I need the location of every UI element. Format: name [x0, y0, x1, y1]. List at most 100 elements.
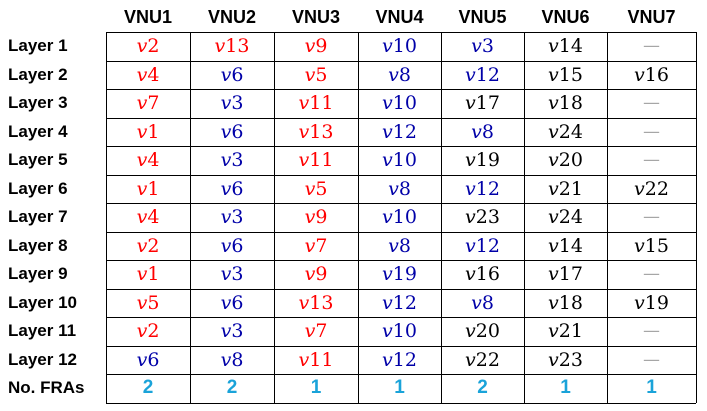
- table-cell: v12: [358, 289, 441, 318]
- variable-index: 8: [398, 234, 411, 257]
- variable-symbol: v: [382, 320, 393, 342]
- grid-line-horizontal: [106, 174, 696, 176]
- table-cell: v6: [190, 175, 274, 204]
- table-cell: v14: [524, 232, 607, 261]
- variable-symbol: v: [304, 320, 316, 342]
- variable-symbol: v: [298, 92, 310, 114]
- grid-line-horizontal: [106, 231, 696, 233]
- variable-index: 13: [309, 291, 334, 314]
- table-cell: v2: [106, 317, 190, 346]
- variable-index: 6: [231, 234, 244, 257]
- variable-index: 11: [309, 92, 334, 114]
- variable-index: 20: [558, 149, 583, 171]
- variable-symbol: v: [214, 35, 226, 57]
- column-header-vnu2: VNU2: [207, 7, 256, 27]
- table-cell: v19: [441, 146, 524, 175]
- variable-index: 12: [392, 291, 417, 314]
- variable-symbol: v: [298, 120, 310, 143]
- variable-index: 6: [231, 120, 244, 143]
- grid-line-vertical: [274, 32, 275, 403]
- row-label: Layer 4: [8, 121, 68, 141]
- table-cell: v10: [358, 89, 441, 118]
- table-cell: v17: [524, 260, 607, 289]
- column-header-vnu4: VNU4: [375, 7, 424, 27]
- table-cell: —: [607, 146, 696, 175]
- row-label: Layer 2: [8, 64, 68, 84]
- fra-count: 2: [142, 377, 154, 398]
- table-cell: v3: [441, 32, 524, 61]
- table-cell: v23: [524, 346, 607, 375]
- variable-index: 7: [315, 320, 328, 342]
- variable-index: 13: [225, 35, 250, 57]
- variable-index: 22: [644, 177, 669, 200]
- table-row: Layer 7 v4 v3 v9 v10 v23 v24—: [0, 203, 707, 232]
- grid-line-vertical: [441, 32, 442, 403]
- table-cell: v7: [106, 89, 190, 118]
- table-cell: v20: [524, 146, 607, 175]
- variable-symbol: v: [388, 63, 399, 86]
- variable-symbol: v: [136, 206, 148, 228]
- table-cell: v8: [190, 346, 274, 375]
- table-cell: —: [607, 317, 696, 346]
- table-cell: v24: [524, 118, 607, 147]
- table-cell: v21: [524, 317, 607, 346]
- variable-index: 24: [558, 206, 583, 228]
- variable-index: 10: [392, 206, 417, 228]
- variable-symbol: v: [220, 320, 232, 342]
- variable-index: 6: [231, 291, 244, 314]
- table-cell: v13: [274, 118, 358, 147]
- table-cell: v12: [358, 118, 441, 147]
- variable-symbol: v: [136, 120, 148, 143]
- table-cell: v10: [358, 317, 441, 346]
- table-row: Layer 5 v4 v3 v11 v10 v19 v20—: [0, 146, 707, 175]
- variable-symbol: v: [471, 35, 482, 57]
- variable-index: 6: [231, 177, 244, 200]
- grid-line-vertical: [696, 32, 697, 403]
- variable-symbol: v: [382, 35, 393, 57]
- grid-line-horizontal: [106, 117, 696, 119]
- variable-symbol: v: [382, 206, 393, 228]
- variable-symbol: v: [304, 35, 316, 57]
- variable-symbol: v: [465, 149, 476, 171]
- table-cell: —: [607, 118, 696, 147]
- variable-index: 11: [309, 149, 334, 171]
- table-cell: v1: [106, 260, 190, 289]
- variable-symbol: v: [136, 291, 148, 314]
- variable-symbol: v: [634, 291, 645, 314]
- table-cell: v18: [524, 89, 607, 118]
- variable-index: 21: [558, 177, 583, 200]
- table-cell: v6: [190, 118, 274, 147]
- grid-line-vertical: [524, 32, 525, 403]
- table-cell: v12: [441, 232, 524, 261]
- variable-symbol: v: [465, 348, 476, 371]
- table-cell: v10: [358, 32, 441, 61]
- variable-symbol: v: [548, 206, 559, 228]
- variable-index: 2: [147, 320, 160, 342]
- table-row: Layer 3 v7 v3 v11 v10 v17 v18—: [0, 89, 707, 118]
- variable-index: 8: [398, 177, 411, 200]
- variable-index: 8: [398, 63, 411, 86]
- table-row: Layer 1 v2 v13 v9 v10 v3 v14—: [0, 32, 707, 61]
- row-label: Layer 7: [8, 207, 68, 226]
- variable-symbol: v: [136, 63, 148, 86]
- variable-index: 18: [558, 291, 583, 314]
- table-cell: v4: [106, 203, 190, 232]
- variable-symbol: v: [548, 120, 559, 143]
- variable-index: 4: [147, 63, 160, 86]
- table-cell: v2: [106, 32, 190, 61]
- grid-line-horizontal: [106, 317, 696, 318]
- table-cell: v24: [524, 203, 607, 232]
- grid-line-horizontal: [106, 60, 696, 62]
- table-row: Layer 12 v6 v8 v11 v12 v22 v23—: [0, 346, 707, 375]
- variable-index: 3: [231, 149, 244, 171]
- variable-symbol: v: [548, 177, 559, 200]
- variable-index: 15: [644, 234, 669, 257]
- variable-symbol: v: [304, 206, 316, 228]
- variable-index: 20: [475, 320, 500, 342]
- table-cell: v18: [524, 289, 607, 318]
- fra-count: 1: [394, 377, 405, 398]
- table-cell: v13: [274, 289, 358, 318]
- table-cell: v8: [441, 289, 524, 318]
- variable-index: 12: [475, 234, 500, 257]
- variable-symbol: v: [382, 348, 393, 371]
